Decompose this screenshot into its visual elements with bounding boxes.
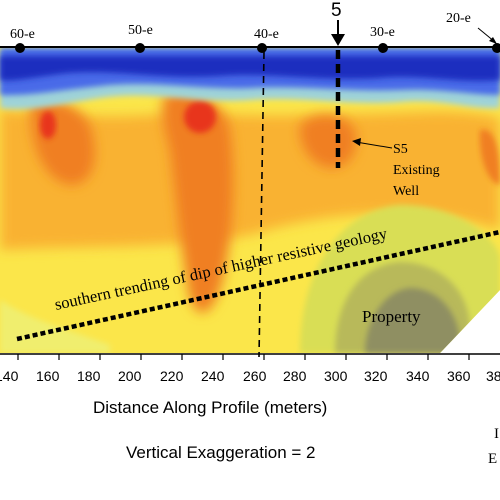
edge-fragment-1: I <box>494 426 499 442</box>
electrode-label-30: 30-e <box>370 25 395 40</box>
well-label: S5 Existing Well <box>393 142 440 199</box>
x-tick-label: 38 <box>486 368 500 384</box>
resistivity-color-field <box>0 48 500 353</box>
property-label: Property <box>362 307 421 326</box>
x-tick-label: 200 <box>118 368 142 384</box>
electrode-label-60: 60-e <box>10 27 35 42</box>
vertical-exaggeration-note: Vertical Exaggeration = 2 <box>126 443 315 462</box>
electrode-dot <box>492 43 500 53</box>
electrode-label-20: 20-e <box>446 11 471 26</box>
arrow-head-icon <box>489 37 497 44</box>
well-label-line-1: S5 <box>393 142 408 157</box>
down-arrow-icon <box>331 34 345 46</box>
electrode-dot <box>15 43 25 53</box>
dip-trend-line <box>16 229 500 342</box>
electrode-dot <box>135 43 145 53</box>
electrode-dot <box>378 43 388 53</box>
x-tick-label: 180 <box>77 368 101 384</box>
electrode-label-40: 40-e <box>254 27 279 42</box>
x-tick-label: 140 <box>0 368 19 384</box>
well-label-pointer <box>355 141 393 149</box>
x-tick-label: 320 <box>364 368 388 384</box>
x-tick-label: 280 <box>283 368 307 384</box>
electrode-labels: 60-e 50-e 40-e 30-e 20-e <box>10 11 471 42</box>
well-label-line-2: Existing <box>393 163 440 178</box>
station-marker-label: 5 <box>331 0 342 21</box>
x-axis: 140 160 180 200 220 240 260 280 300 320 … <box>0 353 500 417</box>
x-tick-label: 300 <box>324 368 348 384</box>
electrode-markers <box>15 43 500 53</box>
electrode-label-50: 50-e <box>128 23 153 38</box>
x-tick-label: 240 <box>201 368 225 384</box>
x-tick-label: 340 <box>406 368 430 384</box>
edge-fragment-2: E <box>488 451 497 467</box>
electrode-dot <box>257 43 267 53</box>
x-axis-label: Distance Along Profile (meters) <box>93 398 327 417</box>
arrow-head-icon <box>352 138 361 146</box>
well-label-line-3: Well <box>393 184 419 199</box>
x-tick-label: 360 <box>447 368 471 384</box>
x-tick-label: 220 <box>160 368 184 384</box>
x-tick-label: 160 <box>36 368 60 384</box>
reference-dashed-line <box>258 51 265 358</box>
x-tick-label: 260 <box>243 368 267 384</box>
